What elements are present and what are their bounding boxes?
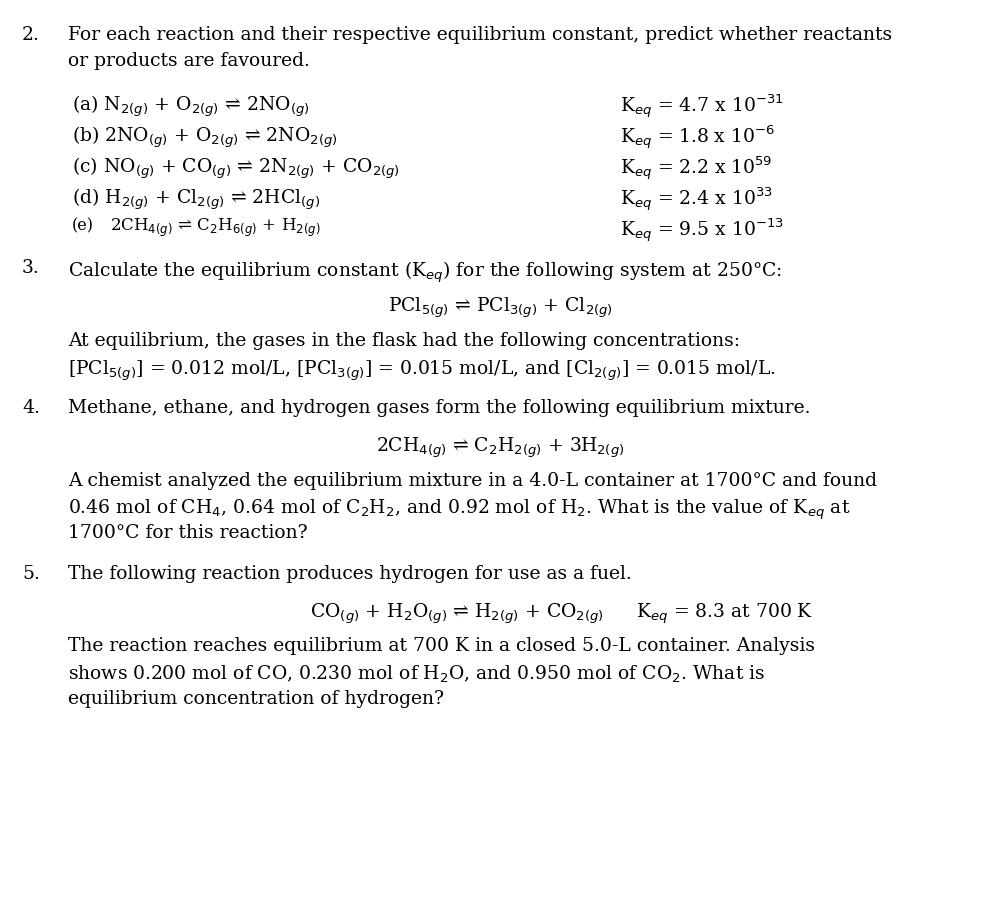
Text: shows 0.200 mol of CO, 0.230 mol of H$_2$O, and 0.950 mol of CO$_2$. What is: shows 0.200 mol of CO, 0.230 mol of H$_2… <box>68 663 765 684</box>
Text: K$_{eq}$ = 4.7 x 10$^{-31}$: K$_{eq}$ = 4.7 x 10$^{-31}$ <box>620 93 784 121</box>
Text: 2CH$_{4(g)}$ ⇌ C$_2$H$_{2(g)}$ + 3H$_{2(g)}$: 2CH$_{4(g)}$ ⇌ C$_2$H$_{2(g)}$ + 3H$_{2(… <box>376 435 624 459</box>
Text: K$_{eq}$ = 8.3 at 700 K: K$_{eq}$ = 8.3 at 700 K <box>636 600 813 625</box>
Text: 5.: 5. <box>22 564 40 582</box>
Text: [PCl$_{5(g)}$] = 0.012 mol/L, [PCl$_{3(g)}$] = 0.015 mol/L, and [Cl$_{2(g)}$] = : [PCl$_{5(g)}$] = 0.012 mol/L, [PCl$_{3(g… <box>68 358 776 383</box>
Text: (d) H$_{2(g)}$ + Cl$_{2(g)}$ ⇌ 2HCl$_{(g)}$: (d) H$_{2(g)}$ + Cl$_{2(g)}$ ⇌ 2HCl$_{(g… <box>72 186 320 211</box>
Text: 0.46 mol of CH$_4$, 0.64 mol of C$_2$H$_2$, and 0.92 mol of H$_2$. What is the v: 0.46 mol of CH$_4$, 0.64 mol of C$_2$H$_… <box>68 497 851 522</box>
Text: CO$_{(g)}$ + H$_2$O$_{(g)}$ ⇌ H$_{2(g)}$ + CO$_{2(g)}$: CO$_{(g)}$ + H$_2$O$_{(g)}$ ⇌ H$_{2(g)}$… <box>310 600 604 625</box>
Text: The following reaction produces hydrogen for use as a fuel.: The following reaction produces hydrogen… <box>68 564 632 582</box>
Text: 4.: 4. <box>22 398 40 416</box>
Text: Methane, ethane, and hydrogen gases form the following equilibrium mixture.: Methane, ethane, and hydrogen gases form… <box>68 398 810 416</box>
Text: 1700°C for this reaction?: 1700°C for this reaction? <box>68 524 308 542</box>
Text: (e): (e) <box>72 217 94 234</box>
Text: (a) N$_{2(g)}$ + O$_{2(g)}$ ⇌ 2NO$_{(g)}$: (a) N$_{2(g)}$ + O$_{2(g)}$ ⇌ 2NO$_{(g)}… <box>72 93 309 118</box>
Text: equilibrium concentration of hydrogen?: equilibrium concentration of hydrogen? <box>68 690 444 708</box>
Text: K$_{eq}$ = 2.2 x 10$^{59}$: K$_{eq}$ = 2.2 x 10$^{59}$ <box>620 155 772 183</box>
Text: 3.: 3. <box>22 259 40 277</box>
Text: K$_{eq}$ = 1.8 x 10$^{-6}$: K$_{eq}$ = 1.8 x 10$^{-6}$ <box>620 124 775 152</box>
Text: 2.: 2. <box>22 26 40 44</box>
Text: K$_{eq}$ = 2.4 x 10$^{33}$: K$_{eq}$ = 2.4 x 10$^{33}$ <box>620 186 773 214</box>
Text: The reaction reaches equilibrium at 700 K in a closed 5.0-L container. Analysis: The reaction reaches equilibrium at 700 … <box>68 637 815 655</box>
Text: At equilibrium, the gases in the flask had the following concentrations:: At equilibrium, the gases in the flask h… <box>68 332 740 350</box>
Text: 2CH$_{4(g)}$ ⇌ C$_2$H$_{6(g)}$ + H$_{2(g)}$: 2CH$_{4(g)}$ ⇌ C$_2$H$_{6(g)}$ + H$_{2(g… <box>110 217 321 239</box>
Text: or products are favoured.: or products are favoured. <box>68 52 310 70</box>
Text: PCl$_{5(g)}$ ⇌ PCl$_{3(g)}$ + Cl$_{2(g)}$: PCl$_{5(g)}$ ⇌ PCl$_{3(g)}$ + Cl$_{2(g)}… <box>388 295 612 320</box>
Text: (b) 2NO$_{(g)}$ + O$_{2(g)}$ ⇌ 2NO$_{2(g)}$: (b) 2NO$_{(g)}$ + O$_{2(g)}$ ⇌ 2NO$_{2(g… <box>72 124 338 149</box>
Text: Calculate the equilibrium constant (K$_{eq}$) for the following system at 250°C:: Calculate the equilibrium constant (K$_{… <box>68 259 782 284</box>
Text: (c) NO$_{(g)}$ + CO$_{(g)}$ ⇌ 2N$_{2(g)}$ + CO$_{2(g)}$: (c) NO$_{(g)}$ + CO$_{(g)}$ ⇌ 2N$_{2(g)}… <box>72 155 400 180</box>
Text: K$_{eq}$ = 9.5 x 10$^{-13}$: K$_{eq}$ = 9.5 x 10$^{-13}$ <box>620 217 784 245</box>
Text: A chemist analyzed the equilibrium mixture in a 4.0-L container at 1700°C and fo: A chemist analyzed the equilibrium mixtu… <box>68 471 877 489</box>
Text: For each reaction and their respective equilibrium constant, predict whether rea: For each reaction and their respective e… <box>68 26 892 44</box>
